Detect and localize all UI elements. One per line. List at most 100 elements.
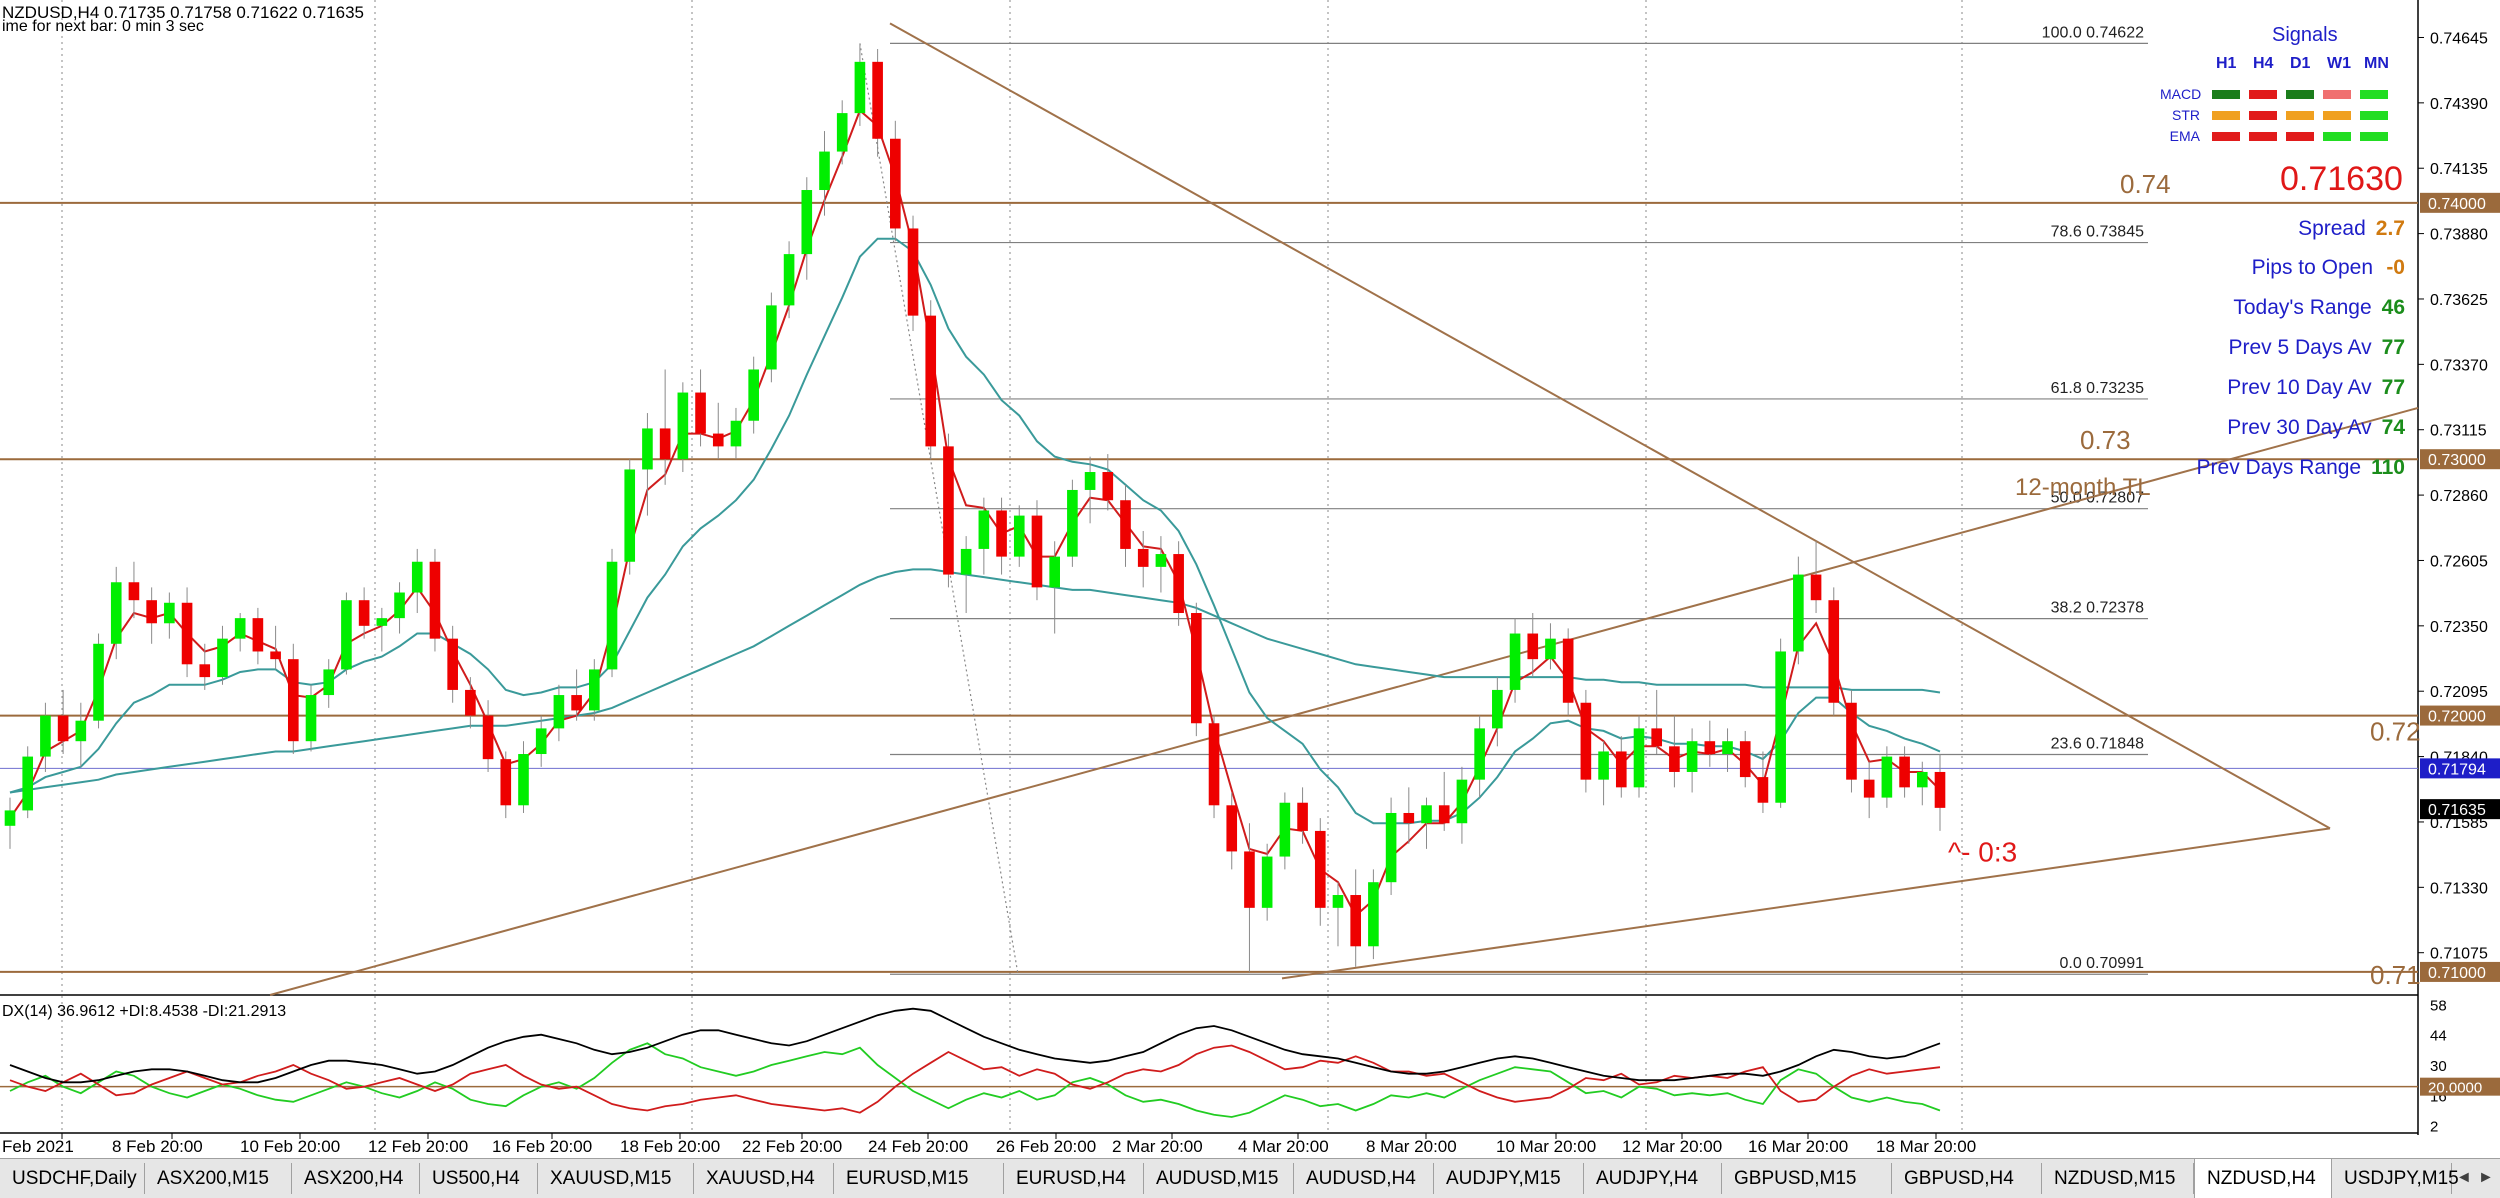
stat-label: Prev 10 Day Av	[2227, 376, 2372, 399]
candle-body	[1704, 741, 1716, 755]
chart-tab-gbpusd-h4[interactable]: GBPUSD,H4	[1892, 1163, 2042, 1194]
tab-scroll-left-button[interactable]: ◄	[2456, 1169, 2472, 1186]
candle-body	[429, 561, 441, 639]
candle-body	[730, 420, 742, 447]
chart-tab-audusd-h4[interactable]: AUDUSD,H4	[1294, 1163, 1434, 1194]
chart-tab-eurusd-h4[interactable]: EURUSD,H4	[1004, 1163, 1144, 1194]
candle-body	[1527, 633, 1539, 660]
candle-body	[1562, 638, 1574, 703]
time-tick-label: 2 Mar 20:00	[1112, 1137, 1203, 1156]
candle-body	[500, 759, 512, 806]
candle-body	[128, 582, 140, 601]
candle-body	[677, 392, 689, 460]
tab-scroll-right-button[interactable]: ►	[2478, 1169, 2494, 1186]
chart-tab-us500-h4[interactable]: US500,H4	[420, 1163, 538, 1194]
stat-spread: Spread 2.7	[2298, 217, 2405, 241]
current-price-tag	[2420, 799, 2500, 820]
price-tick-label: 0.73880	[2430, 227, 2488, 244]
fib-level-label: 38.2 0.72378	[2051, 600, 2145, 617]
candle-body	[1385, 812, 1397, 883]
fib-level-label: 100.0 0.74622	[2042, 24, 2144, 41]
stat-today-s-range: Today's Range 46	[2233, 296, 2405, 320]
candle-body	[1368, 882, 1379, 947]
price-chart[interactable]: 0.74 0.73 0.72 0.71 100.0 0.74622 78.6 0.738…	[0, 0, 2500, 1158]
current-price-tag	[2420, 758, 2500, 779]
fib-level-label: 61.8 0.73235	[2051, 380, 2145, 397]
candle-body	[217, 638, 228, 678]
time-tick-label: 16 Feb 20:00	[492, 1137, 592, 1156]
candle-body	[518, 754, 529, 806]
chart-tab-usdjpy-m15[interactable]: USDJPY,M15	[2332, 1163, 2459, 1194]
range-stats: Spread 2.7 Pips to Open -0 Today's Range 46 Pr…	[2100, 0, 2405, 500]
stat-label: Pips to Open	[2251, 256, 2373, 279]
price-tick-label: 0.71330	[2430, 880, 2488, 897]
candle-body	[1067, 489, 1078, 557]
price-level-tag-text: 0.71000	[2428, 965, 2486, 982]
price-level-label: 0.72	[2370, 717, 2421, 747]
candle-body	[1545, 638, 1556, 660]
adx-label: DX(14) 36.9612 +DI:8.4538 -DI:21.2913	[2, 1003, 287, 1020]
time-tick-label: 18 Mar 20:00	[1876, 1137, 1976, 1156]
price-tick-label: 0.73115	[2430, 423, 2487, 440]
rising-support-trendline	[1281, 827, 2331, 980]
stat-value: 77	[2381, 336, 2405, 359]
candle-body	[1881, 756, 1893, 798]
minus-di-line	[9, 1044, 1941, 1114]
price-level-tag	[2420, 705, 2500, 726]
candle-body	[1598, 751, 1609, 780]
candle-body	[164, 602, 175, 624]
candle-body	[1279, 802, 1291, 857]
trendline-label: 12-month TL	[2015, 474, 2151, 501]
price-level-label: 0.74	[2120, 169, 2171, 199]
price-tags: 0.74000 0.73000 0.72000 0.71000 0.71794 0.716…	[2420, 192, 2500, 982]
plus-di-line	[9, 1042, 1941, 1118]
signal-indicator	[2286, 90, 2314, 99]
fib-level-label: 0.0 0.70991	[2059, 955, 2144, 972]
candle-body	[358, 600, 370, 626]
candle-body	[1651, 728, 1663, 747]
candle-body	[606, 561, 618, 670]
time-tick-label: 18 Feb 20:00	[620, 1137, 720, 1156]
price-tick-label: 0.72095	[2430, 684, 2488, 701]
bar-timer: ime for next bar: 0 min 3 sec	[2, 18, 204, 35]
candle-body	[642, 428, 653, 470]
candle-body	[341, 600, 352, 670]
horizontal-levels: 0.74 0.73 0.72 0.71	[0, 169, 2421, 990]
candle-body	[1775, 651, 1786, 803]
chart-tab-eurusd-m15[interactable]: EURUSD,M15	[834, 1163, 1004, 1194]
signal-indicator	[2360, 132, 2388, 141]
stat-value: 74	[2381, 416, 2405, 439]
chart-tab-asx200-m15[interactable]: ASX200,M15	[145, 1163, 292, 1194]
time-tick-label: 26 Feb 20:00	[996, 1137, 1096, 1156]
chart-tab-audjpy-h4[interactable]: AUDJPY,H4	[1584, 1163, 1722, 1194]
candle-body	[1084, 472, 1096, 490]
adx-level-tag-text: 20.0000	[2428, 1080, 2482, 1097]
price-tick-label: 0.71075	[2430, 946, 2488, 963]
signal-column-w1: W1	[2327, 55, 2351, 72]
candle-body	[1633, 728, 1645, 788]
signal-indicator	[2323, 111, 2351, 120]
signal-indicator	[2360, 111, 2388, 120]
chart-tab-gbpusd-m15[interactable]: GBPUSD,M15	[1722, 1163, 1892, 1194]
chart-tab-usdchf-daily[interactable]: USDCHF,Daily	[0, 1163, 145, 1194]
time-tick-label: 10 Feb 20:00	[240, 1137, 340, 1156]
chart-tab-audjpy-m15[interactable]: AUDJPY,M15	[1434, 1163, 1584, 1194]
adx-line	[9, 1007, 1941, 1084]
price-level-label: 0.73	[2080, 425, 2131, 455]
candle-body	[712, 433, 724, 447]
signal-row-str: STR	[2172, 107, 2200, 123]
chart-tab-asx200-h4[interactable]: ASX200,H4	[292, 1163, 420, 1194]
chart-tab-nzdusd-m15[interactable]: NZDUSD,M15	[2042, 1163, 2194, 1194]
chart-tab-audusd-m15[interactable]: AUDUSD,M15	[1144, 1163, 1294, 1194]
candle-body	[465, 689, 476, 716]
chart-tab-nzdusd-h4[interactable]: NZDUSD,H4	[2194, 1159, 2332, 1198]
chart-tab-xauusd-h4[interactable]: XAUUSD,H4	[694, 1163, 834, 1194]
candle-body	[854, 61, 866, 114]
candle-body	[1810, 574, 1822, 601]
candle-body	[181, 602, 193, 665]
candle-body	[1863, 779, 1875, 798]
candle-body	[1722, 741, 1733, 755]
chart-tab-xauusd-m15[interactable]: XAUUSD,M15	[538, 1163, 694, 1194]
current-price-tag-text: 0.71635	[2428, 802, 2486, 819]
